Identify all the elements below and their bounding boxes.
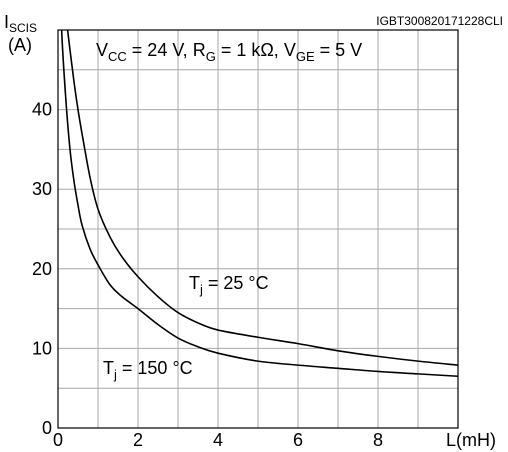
condition-vcc-value: = 24 V,	[127, 40, 193, 60]
series-label-tj-150c-rest: = 150 °C	[117, 358, 193, 378]
y-axis-unit: (A)	[8, 35, 32, 55]
condition-rg-sub: G	[206, 49, 216, 64]
x-tick-labels: 0 2 4 6 8	[53, 430, 383, 450]
test-conditions: VCC = 24 V, RG = 1 kΩ, VGE = 5 V	[96, 40, 362, 64]
x-tick-label: 8	[373, 430, 383, 450]
series-label-tj-25c-main: T	[189, 273, 200, 293]
series-label-tj-150c-main: T	[103, 358, 114, 378]
figure-reference-id: IGBT300820171228CLI	[376, 14, 503, 28]
y-tick-label: 10	[32, 338, 52, 358]
y-tick-label: 40	[32, 100, 52, 120]
series-label-tj-25c: Tj = 25 °C	[189, 273, 269, 297]
condition-vge-value: = 5 V	[315, 40, 363, 60]
series-label-tj-25c-rest: = 25 °C	[203, 273, 269, 293]
x-tick-label: 6	[293, 430, 303, 450]
x-axis-label: L(mH)	[446, 430, 496, 450]
condition-vge: V	[284, 40, 296, 60]
y-tick-label: 30	[32, 179, 52, 199]
condition-vcc: V	[96, 40, 108, 60]
y-axis-label: ISCIS	[4, 12, 37, 35]
y-tick-labels: 0 10 20 30 40	[32, 100, 52, 438]
condition-rg: R	[193, 40, 206, 60]
x-tick-label: 2	[133, 430, 143, 450]
series-label-tj-150c: Tj = 150 °C	[103, 358, 193, 382]
condition-vcc-sub: CC	[108, 49, 127, 64]
y-axis-label-sub: SCIS	[9, 21, 37, 35]
condition-rg-value: = 1 kΩ,	[216, 40, 284, 60]
y-tick-label: 20	[32, 259, 52, 279]
y-tick-label: 0	[42, 418, 52, 438]
x-tick-label: 0	[53, 430, 63, 450]
x-tick-label: 4	[213, 430, 223, 450]
condition-vge-sub: GE	[296, 49, 315, 64]
